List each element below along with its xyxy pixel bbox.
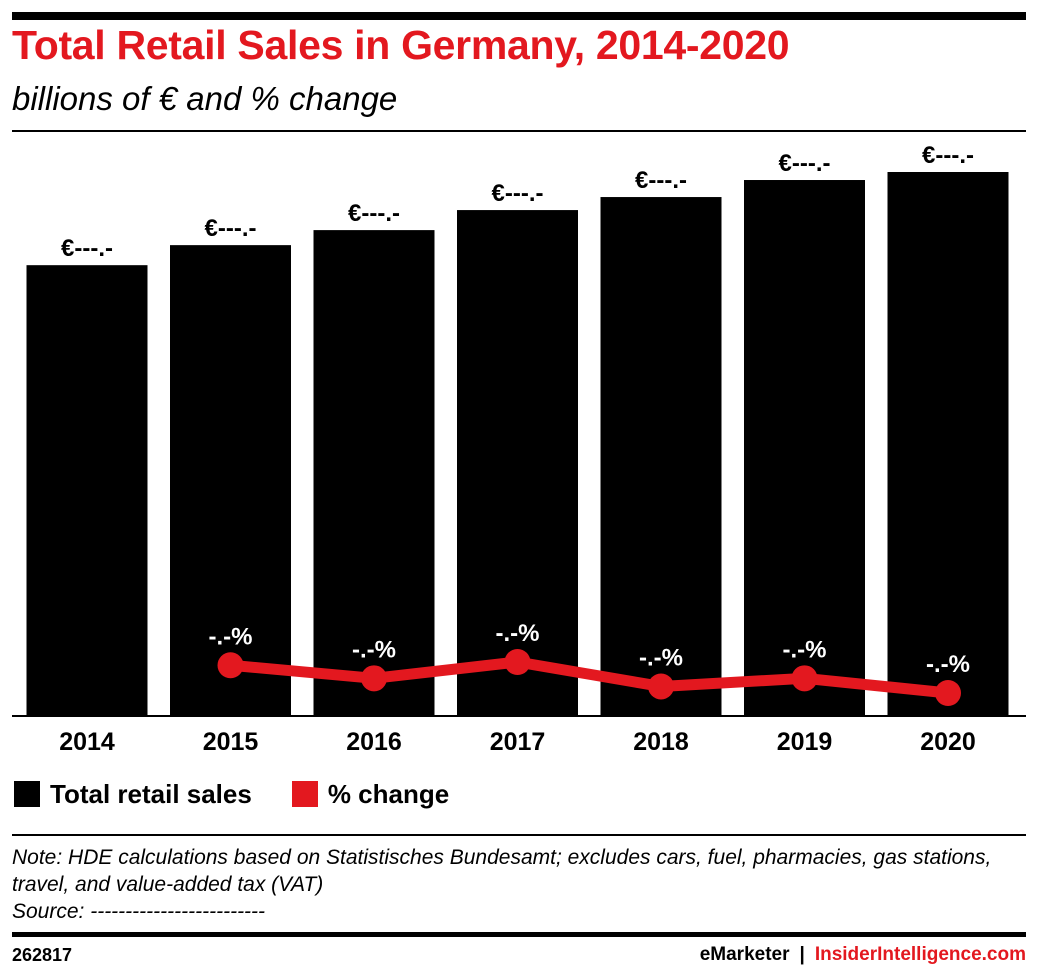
note-block: Note: HDE calculations based on Statisti… (12, 844, 1026, 925)
x-tick-2015: 2015 (203, 728, 259, 756)
bar-label-2019: €---.- (779, 150, 831, 177)
change-label-2016: -.-% (352, 636, 396, 663)
legend-swatch-change (291, 781, 318, 807)
note-rule (12, 834, 1026, 836)
change-point-2016 (361, 665, 387, 692)
x-tick-2017: 2017 (490, 728, 546, 756)
brand-insider: InsiderIntelligence.com (814, 944, 1026, 965)
bar-2019 (744, 180, 865, 716)
brand-separator: | (799, 944, 805, 965)
change-label-2020: -.-% (926, 651, 970, 678)
change-line (225, 656, 954, 699)
bar-2016 (313, 230, 435, 716)
bar-label-2016: €---.- (348, 200, 400, 227)
x-tick-2019: 2019 (777, 728, 833, 756)
change-point-2020 (935, 680, 961, 706)
legend-item-sales: Total retail sales (14, 779, 252, 810)
bottom-rule (12, 932, 1026, 937)
change-point-2017 (504, 649, 531, 675)
bar-2017 (457, 210, 578, 716)
legend-item-change: % change (291, 778, 450, 810)
subtitle-rule (12, 130, 1026, 132)
bar-label-2015: €---.- (205, 215, 257, 242)
bar-2015 (170, 245, 291, 716)
retail-sales-chart: €---.- 2014 €---.- 2015 €---.- 2016 €---.- 2017… (12, 142, 1026, 756)
legend-label-sales: Total retail sales (50, 778, 252, 809)
x-tick-2018: 2018 (633, 728, 689, 756)
change-label-2019: -.-% (783, 636, 827, 663)
brand-emarketer: eMarketer (699, 944, 790, 965)
x-tick-2014: 2014 (59, 728, 115, 756)
x-tick-2020: 2020 (920, 728, 976, 756)
legend: Total retail sales % change (14, 776, 449, 812)
chart-id: 262817 (12, 945, 73, 965)
change-label-2015: -.-% (209, 623, 253, 650)
change-label-2018: -.-% (639, 644, 683, 671)
legend-swatch-sales (14, 781, 40, 807)
bar-2020 (887, 172, 1009, 716)
change-label-2017: -.-% (496, 620, 540, 647)
legend-label-change: % change (327, 778, 450, 809)
change-point-2015 (217, 652, 244, 679)
top-rule (12, 12, 1026, 20)
chart-title: Total Retail Sales in Germany, 2014-2020 (12, 22, 790, 68)
bar-label-2018: €---.- (635, 167, 687, 194)
change-point-2019 (791, 665, 818, 692)
bar-label-2020: €---.- (922, 142, 974, 169)
chart-subtitle: billions of € and % change (12, 80, 398, 117)
note-text: Note: HDE calculations based on Statisti… (12, 846, 992, 896)
x-tick-2016: 2016 (346, 728, 402, 756)
footer-brand: eMarketer | InsiderIntelligence.com (700, 944, 1026, 966)
bar-2018 (600, 197, 722, 717)
bar-2014 (26, 265, 148, 716)
bar-label-2014: €---.- (61, 235, 113, 262)
bar-label-2017: €---.- (492, 180, 544, 207)
source-text: Source: ------------------------- (12, 900, 266, 923)
change-point-2018 (648, 673, 674, 700)
